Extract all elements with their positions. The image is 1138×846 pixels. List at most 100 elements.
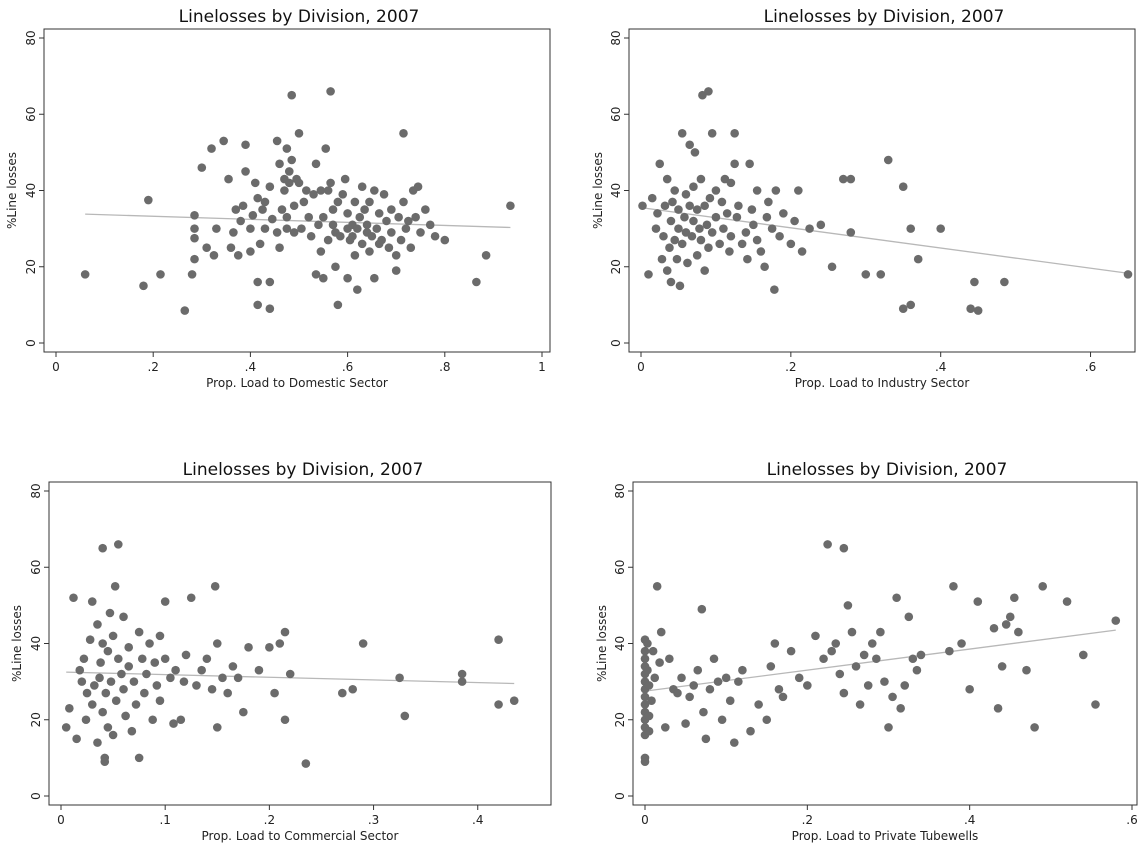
data-point <box>692 251 702 260</box>
panel-4-chart: Linelosses by Division, 2007 0 20 40 60 80 0 .2… <box>595 460 1138 843</box>
data-point <box>705 684 715 694</box>
panel-3-chart: Linelosses by Division, 2007 0 20 40 60 80 0 .1… <box>10 460 552 843</box>
data-point <box>778 692 788 702</box>
data-point <box>90 681 99 690</box>
data-point <box>644 270 653 279</box>
data-point <box>717 715 727 725</box>
y-tick-label: 0 <box>609 339 623 347</box>
data-point <box>655 658 664 667</box>
data-point <box>77 677 87 686</box>
data-point <box>662 174 672 184</box>
data-point <box>660 723 670 732</box>
y-tick-label: 20 <box>29 712 43 727</box>
data-point <box>370 186 379 195</box>
data-point <box>121 711 130 721</box>
data-point <box>916 650 926 660</box>
data-point <box>306 231 316 241</box>
data-point <box>95 673 104 683</box>
data-point <box>311 159 321 169</box>
data-point <box>160 597 170 606</box>
data-point <box>160 654 170 664</box>
data-point <box>1111 616 1121 625</box>
data-point <box>653 209 662 218</box>
x-tick-label: 0 <box>57 813 65 827</box>
data-point <box>898 182 908 191</box>
data-point <box>737 239 747 249</box>
panel-1-chart: Linelosses by Division, 2007 0 20 40 60 80 0 .2… <box>5 7 551 390</box>
data-point <box>665 243 674 252</box>
data-point <box>187 270 197 279</box>
data-point <box>207 144 216 153</box>
data-point <box>717 197 727 207</box>
data-point <box>370 273 379 283</box>
y-axis-label: %Line losses <box>5 152 19 229</box>
x-axis-label: Prop. Load to Commercial Sector <box>202 829 399 843</box>
data-point <box>202 243 211 252</box>
data-point <box>212 639 222 648</box>
data-point <box>260 224 270 233</box>
data-point <box>670 235 680 245</box>
data-point <box>316 186 326 195</box>
y-tick-label: 60 <box>609 107 623 122</box>
data-point <box>103 646 113 656</box>
data-point <box>843 601 853 610</box>
data-point <box>762 212 772 222</box>
data-point <box>722 209 732 218</box>
data-point <box>697 604 707 614</box>
data-point <box>374 209 384 218</box>
data-point <box>743 254 752 264</box>
data-point <box>766 662 776 671</box>
data-point <box>819 654 828 664</box>
data-point <box>396 235 406 245</box>
data-point <box>387 228 396 237</box>
data-point <box>752 235 762 245</box>
data-point <box>79 654 89 664</box>
data-point <box>282 212 292 222</box>
data-point <box>704 243 713 252</box>
data-point <box>1014 627 1023 637</box>
plot-frame <box>43 28 551 353</box>
data-point <box>197 665 206 675</box>
x-tick-label: .6 <box>1085 360 1096 374</box>
data-point <box>696 174 706 184</box>
y-tick-label: 0 <box>24 339 38 347</box>
data-point <box>1091 700 1100 709</box>
data-point <box>670 186 680 195</box>
y-tick-label: 0 <box>29 792 43 800</box>
data-point <box>884 723 893 732</box>
data-point <box>863 681 873 690</box>
data-point <box>640 646 650 656</box>
data-point <box>280 186 289 195</box>
data-point <box>1001 620 1011 629</box>
data-point <box>416 228 425 237</box>
data-point <box>867 639 877 648</box>
data-point <box>350 251 360 260</box>
data-point <box>754 700 763 709</box>
data-point <box>749 220 758 230</box>
data-point <box>377 235 386 245</box>
data-point <box>1010 593 1019 603</box>
data-point <box>190 210 199 220</box>
data-point <box>741 228 751 237</box>
data-point <box>827 646 836 656</box>
data-point <box>265 643 274 652</box>
data-point <box>965 684 974 694</box>
data-point <box>233 673 243 683</box>
data-point <box>207 684 217 694</box>
data-point <box>275 639 285 648</box>
data-point <box>338 190 348 199</box>
data-point <box>481 251 491 260</box>
data-point <box>379 190 389 199</box>
data-point <box>457 669 467 679</box>
data-point <box>494 635 503 644</box>
data-point <box>106 677 116 686</box>
data-point <box>236 216 245 226</box>
data-point <box>105 608 115 618</box>
y-tick-label: 60 <box>24 107 38 122</box>
data-point <box>209 251 219 260</box>
data-point <box>745 159 754 169</box>
data-point <box>721 673 731 683</box>
data-point <box>401 224 411 233</box>
x-tick-label: .2 <box>802 813 813 827</box>
data-point <box>734 677 743 686</box>
